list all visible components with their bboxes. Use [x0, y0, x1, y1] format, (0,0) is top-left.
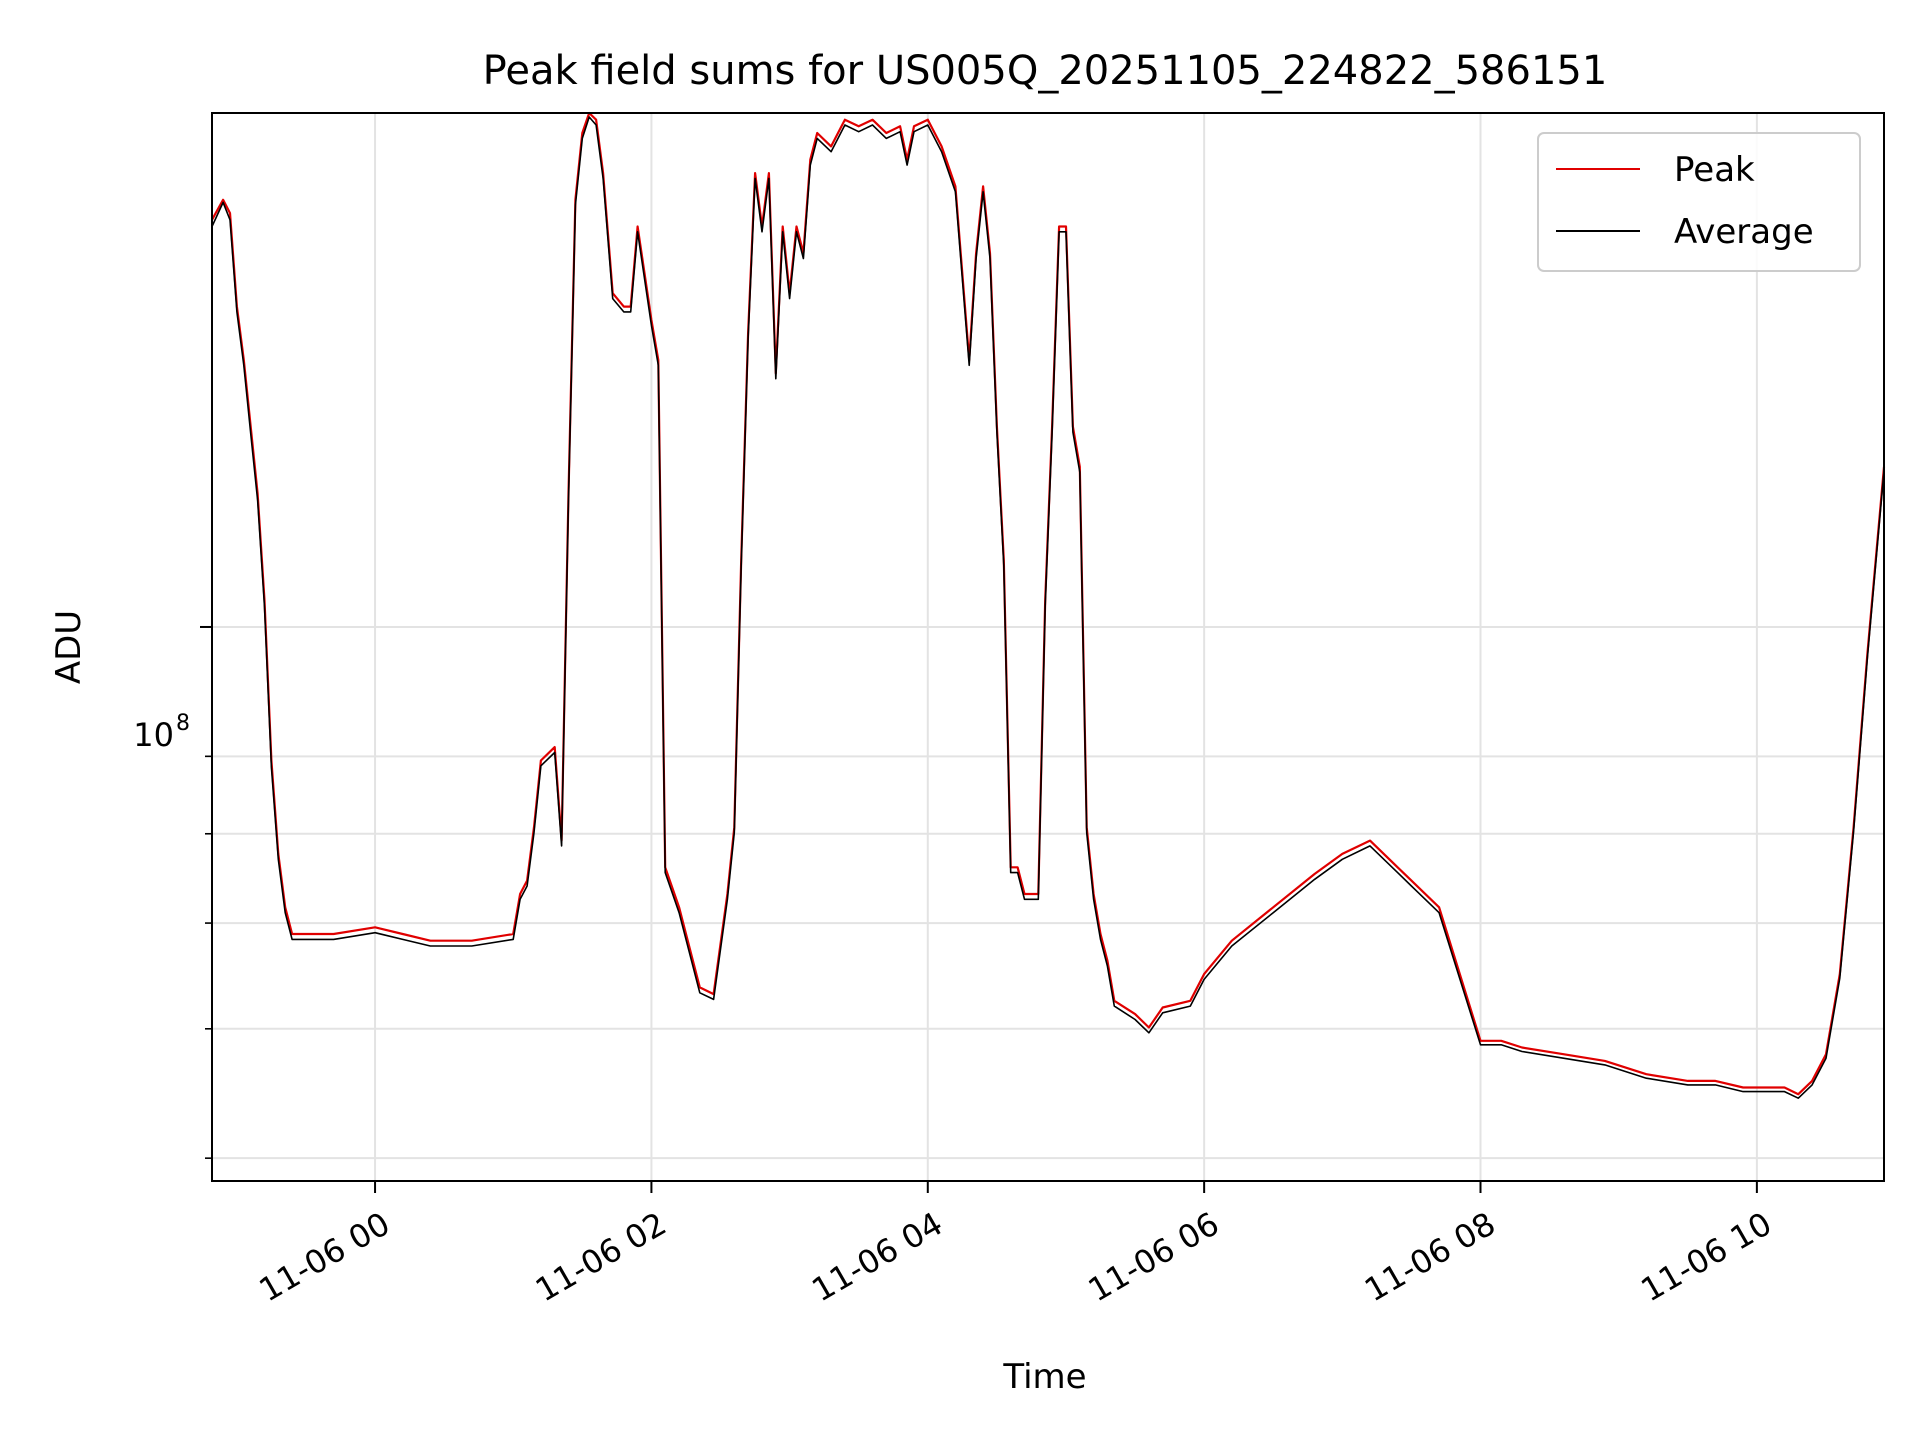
y-tick-label-base: 10 — [133, 716, 174, 754]
x-axis-label: Time — [1002, 1357, 1086, 1397]
legend: Peak Average — [1537, 132, 1861, 272]
plot-layer — [211, 111, 1886, 1099]
legend-frame — [1537, 132, 1861, 272]
series-line-average — [211, 116, 1885, 1099]
y-tick-label-exponent: 8 — [176, 711, 190, 736]
legend-label-peak: Peak — [1674, 150, 1755, 190]
legend-label-average: Average — [1674, 212, 1814, 252]
grid-layer — [212, 113, 1884, 1181]
y-axis-label: ADU — [49, 610, 89, 684]
plot-frame — [211, 112, 1885, 1182]
y-major-tick-label: 10 8 — [133, 711, 190, 754]
chart-title: Peak field sums for US005Q_20251105_2248… — [483, 48, 1608, 94]
